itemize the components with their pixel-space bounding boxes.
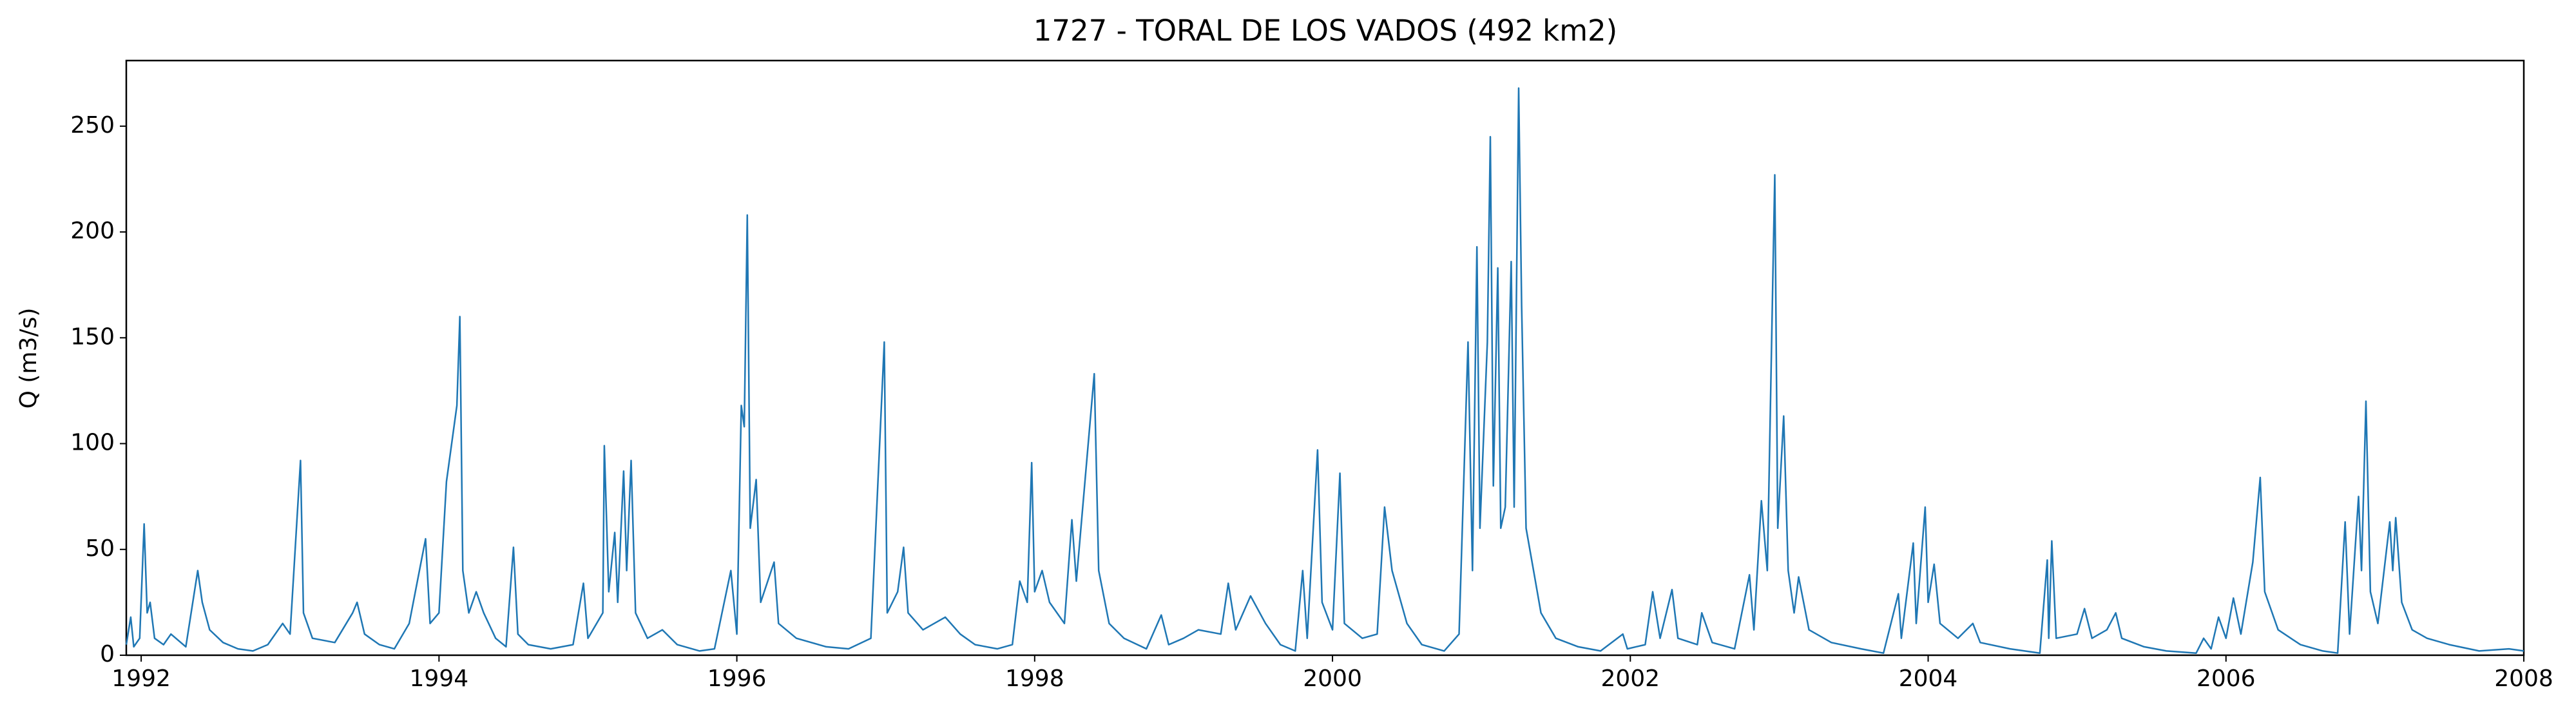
- data-line: [125, 87, 2524, 654]
- x-tick-label: 2000: [1303, 666, 1362, 692]
- x-tick-label: 1994: [410, 666, 469, 692]
- y-tick-label: 50: [85, 535, 115, 562]
- x-tick-label: 2004: [1899, 666, 1958, 692]
- chart-title: 1727 - TORAL DE LOS VADOS (492 km2): [1033, 14, 1617, 48]
- y-tick-label: 100: [70, 430, 115, 456]
- x-tick-label: 2006: [2196, 666, 2256, 692]
- x-tick-label: 1992: [111, 666, 171, 692]
- x-tick-label: 1996: [707, 666, 767, 692]
- plot-frame: [125, 59, 2525, 657]
- y-tick-label: 200: [70, 218, 115, 244]
- x-tick-label: 1998: [1005, 666, 1064, 692]
- y-tick-label: 0: [100, 641, 115, 667]
- x-tick-label: 2008: [2494, 666, 2553, 692]
- y-tick-label: 250: [70, 112, 115, 139]
- y-axis-label: Q (m3/s): [15, 308, 42, 409]
- x-tick-label: 2002: [1600, 666, 1660, 692]
- y-tick-label: 150: [70, 323, 115, 350]
